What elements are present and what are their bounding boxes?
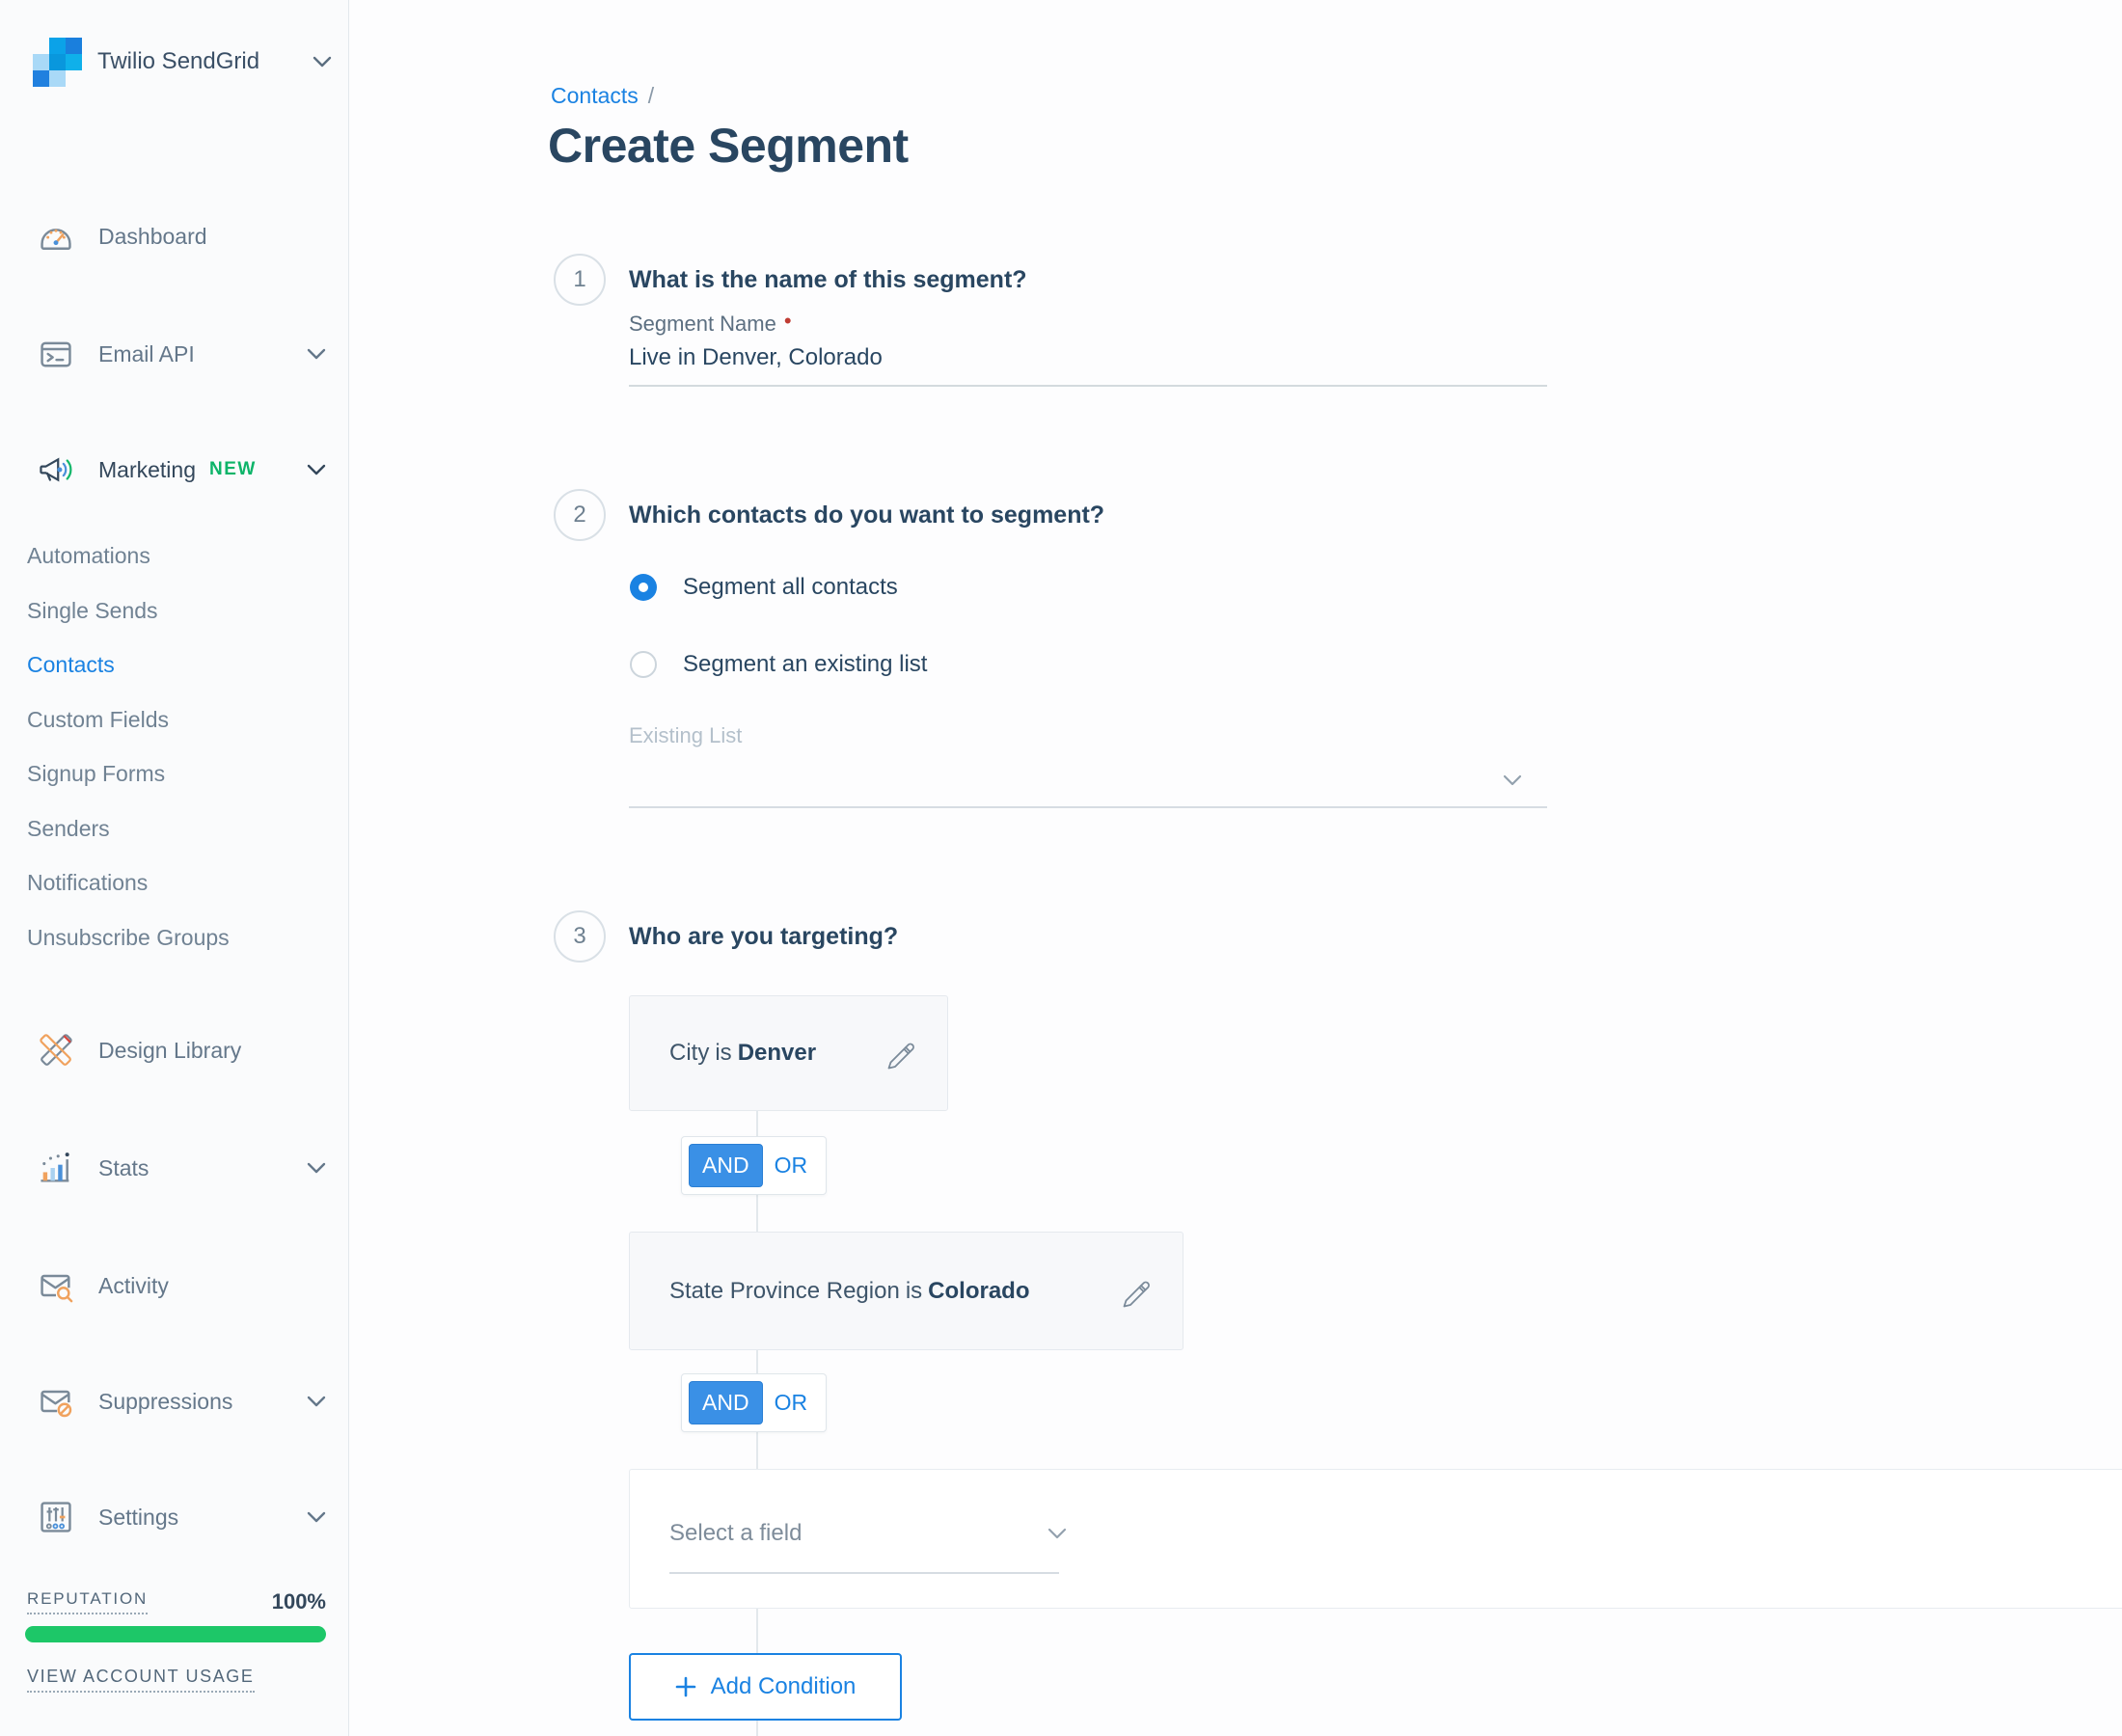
new-badge: NEW [208,459,257,479]
input-underline [629,385,1547,387]
sidebar-item-activity[interactable]: Activity [37,1265,326,1306]
sidebar-item-marketing[interactable]: Marketing NEW [37,449,326,490]
page-title: Create Segment [548,119,909,173]
breadcrumb-separator: / [647,83,655,108]
mail-blocked-icon [41,1390,72,1418]
select-field-placeholder: Select a field [669,1520,803,1546]
chevron-down-icon [307,1511,326,1523]
step-2-number: 2 [573,502,586,528]
reputation-value: 100% [271,1589,326,1614]
radio-unselected-icon [630,651,657,678]
chevron-down-icon [313,56,332,68]
logic-toggle-1: AND OR [681,1136,828,1195]
sidebar-item-single-sends[interactable]: Single Sends [27,598,158,623]
sidebar-item-label: Email API [98,340,195,366]
sidebar-item-suppressions[interactable]: Suppressions [37,1381,326,1422]
plus-icon [675,1676,695,1697]
select-underline [629,806,1547,808]
sidebar-item-signup-forms[interactable]: Signup Forms [27,761,166,786]
brand-name: Twilio SendGrid [97,48,260,74]
edit-condition-button[interactable] [1115,1271,1156,1312]
sidebar-item-custom-fields[interactable]: Custom Fields [27,707,169,732]
sidebar-item-label: Stats [98,1154,150,1180]
condition-card-state: State Province Region is Colorado [629,1232,1183,1350]
condition-text: State Province Region is Colorado [669,1277,1030,1304]
radio-selected-icon [630,574,657,601]
add-condition-label: Add Condition [710,1673,857,1699]
step-1-question: What is the name of this segment? [629,266,1027,293]
sidebar-item-settings[interactable]: Settings [37,1497,326,1537]
radio-segment-existing-list[interactable]: Segment an existing list [630,651,927,678]
sidebar-item-label: Marketing [98,456,196,482]
sidebar-item-senders[interactable]: Senders [27,816,110,841]
select-field-dropdown[interactable]: Select a field [669,1520,1075,1547]
step-3-circle: 3 [554,910,606,963]
sidebar-item-label: Dashboard [98,223,207,249]
sidebar-item-label: Suppressions [98,1388,233,1414]
sidebar: Twilio SendGrid Dashboard Email API [0,0,349,1736]
and-button[interactable]: AND [689,1144,763,1187]
bar-chart-icon [41,1153,69,1182]
existing-list-label: Existing List [629,723,743,747]
terminal-window-icon [41,341,71,367]
chevron-down-icon [1047,1528,1067,1539]
mail-search-icon [41,1274,73,1303]
step-2-question: Which contacts do you want to segment? [629,502,1105,529]
sidebar-item-stats[interactable]: Stats [37,1148,326,1188]
sidebar-item-dashboard[interactable]: Dashboard [37,216,326,257]
sidebar-item-contacts[interactable]: Contacts [27,652,115,677]
step-1-circle: 1 [554,254,606,306]
sidebar-item-label: Settings [98,1504,179,1530]
gauge-icon [41,229,71,250]
megaphone-icon [40,457,72,482]
segment-name-value: Live in Denver, Colorado [629,344,883,370]
edit-condition-button[interactable] [880,1033,920,1073]
reputation-progress-bar [25,1626,326,1642]
reputation-label[interactable]: REPUTATION [27,1589,149,1614]
chevron-down-icon [307,464,326,475]
breadcrumb: Contacts / [551,83,654,109]
select-underline [669,1572,1059,1574]
chevron-down-icon [307,348,326,360]
pencil-icon [1123,1281,1150,1307]
reputation-row: REPUTATION 100% [27,1589,326,1614]
chevron-down-icon [1503,774,1522,786]
sliders-icon [41,1502,71,1533]
sidebar-item-label: Design Library [98,1037,242,1063]
condition-text: City is Denver [669,1040,817,1066]
account-switcher[interactable]: Twilio SendGrid [33,35,332,89]
step-2-circle: 2 [554,489,606,541]
sidebar-item-design-library[interactable]: Design Library [37,1030,326,1071]
sidebar-item-notifications[interactable]: Notifications [27,870,149,895]
logic-toggle-2: AND OR [681,1373,828,1432]
sidebar-item-label: Activity [98,1272,169,1298]
sendgrid-logo-icon [33,37,82,87]
breadcrumb-contacts-link[interactable]: Contacts [551,83,639,108]
step-1-number: 1 [573,266,586,292]
radio-segment-all-contacts[interactable]: Segment all contacts [630,574,898,601]
sidebar-item-unsubscribe-groups[interactable]: Unsubscribe Groups [27,925,230,950]
or-button[interactable]: OR [774,1153,808,1178]
segment-name-input[interactable]: Live in Denver, Colorado [629,344,1547,387]
add-condition-button[interactable]: Add Condition [629,1653,902,1721]
step-3-question: Who are you targeting? [629,923,899,950]
required-dot-icon: • [783,309,792,333]
pencil-icon [887,1043,914,1070]
design-tools-icon [40,1034,72,1066]
sidebar-item-email-api[interactable]: Email API [37,334,326,374]
existing-list-select[interactable] [629,767,1547,810]
segment-name-label: Segment Name • [629,309,792,336]
new-condition-card: Select a field [629,1469,2122,1609]
chevron-down-icon [307,1162,326,1174]
condition-card-city: City is Denver [629,995,948,1111]
and-button[interactable]: AND [689,1381,763,1424]
step-3-number: 3 [573,923,586,949]
or-button[interactable]: OR [774,1390,808,1415]
chevron-down-icon [307,1396,326,1407]
view-account-usage-link[interactable]: VIEW ACCOUNT USAGE [27,1667,255,1693]
sidebar-item-automations[interactable]: Automations [27,543,150,568]
